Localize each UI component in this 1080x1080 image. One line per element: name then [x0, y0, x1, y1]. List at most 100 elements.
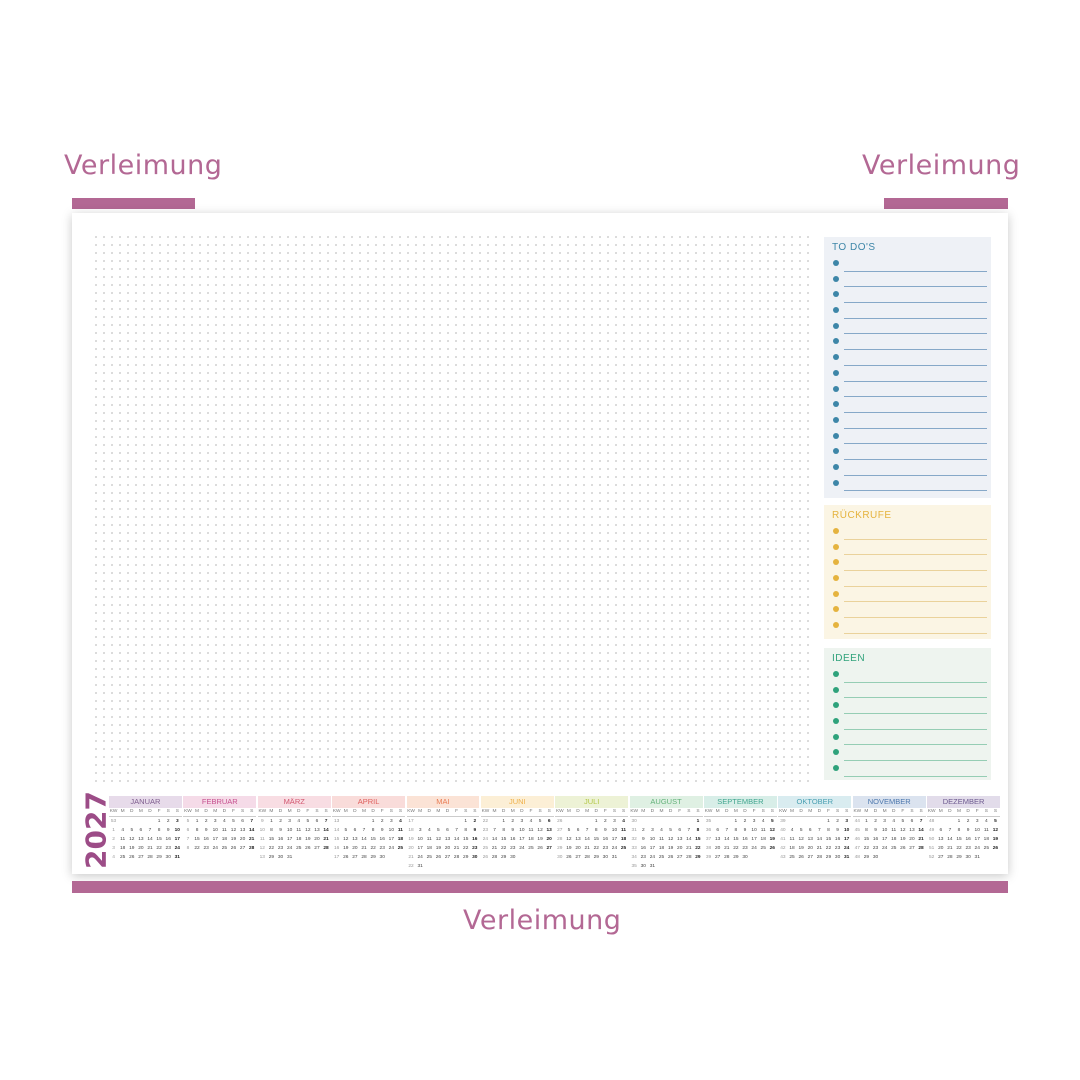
day-cell-sunday: 24 [844, 846, 850, 851]
weekday-label: M [882, 809, 887, 814]
weekday-label: S [919, 809, 923, 814]
day-cell-sunday: 19 [992, 837, 999, 842]
day-cell: 11 [120, 837, 126, 842]
week-row: 34 23 24 25 26 27 28 29 [630, 853, 703, 862]
day-cell-sunday: 10 [174, 828, 180, 833]
side-print-code [994, 573, 1000, 783]
week-number: 37 [705, 837, 712, 842]
weekday-label: F [975, 809, 979, 814]
day-cell: 3 [520, 819, 524, 824]
day-cell: 14 [491, 837, 498, 842]
day-cell: 9 [166, 828, 170, 833]
day-cell: 9 [836, 828, 839, 833]
day-cell: 20 [909, 837, 915, 842]
bullet-dot [833, 622, 839, 629]
day-cell: 1 [594, 819, 598, 824]
week-number: 32 [631, 837, 637, 842]
weekday-label: D [371, 809, 375, 814]
day-cell [425, 862, 434, 871]
week-number: 8 [186, 846, 190, 851]
weekday-label: S [993, 809, 998, 814]
day-cell: 24 [881, 846, 888, 851]
day-cell-sunday: 28 [323, 846, 329, 851]
day-cell: 17 [881, 837, 888, 842]
weekday-label: S [398, 809, 403, 814]
weekday-label: S [547, 809, 551, 814]
week-row: 19 10 11 12 13 14 15 16 [407, 835, 480, 844]
weekday-label: F [529, 809, 533, 814]
day-cell: 22 [370, 846, 376, 851]
day-cell [666, 817, 675, 826]
week-number: 47 [854, 846, 860, 851]
glue-label-bottom: Verleimung [463, 905, 622, 936]
day-cell: 26 [900, 846, 906, 851]
week-number: 29 [557, 846, 563, 851]
panel-line [832, 272, 987, 288]
day-cell: 28 [584, 855, 590, 860]
week-number: 39 [705, 855, 712, 860]
day-cell: 3 [975, 819, 979, 824]
week-number: 26 [482, 855, 489, 860]
panel-line [832, 319, 987, 335]
day-cell: 7 [818, 828, 821, 833]
day-cell-sunday: 4 [622, 819, 625, 824]
weekday-label: KW [184, 809, 192, 814]
day-cell: 21 [147, 846, 153, 851]
day-cell-sunday [322, 853, 331, 862]
day-cell-sunday: 30 [472, 855, 478, 860]
day-cell: 23 [379, 846, 385, 851]
day-cell-sunday: 14 [323, 828, 329, 833]
day-cell [452, 817, 461, 826]
day-cell: 26 [129, 855, 135, 860]
day-cell: 30 [510, 855, 516, 860]
weekday-label: KW [407, 809, 415, 814]
day-cell: 28 [361, 855, 367, 860]
day-cell: 29 [463, 855, 469, 860]
writing-line [844, 474, 987, 476]
week-number: 13 [259, 855, 265, 860]
day-cell: 4 [892, 819, 896, 824]
day-cell: 23 [165, 846, 171, 851]
day-cell [666, 862, 675, 871]
day-cell: 29 [593, 855, 599, 860]
bullet-dot [833, 463, 839, 470]
week-number: 28 [557, 837, 563, 842]
day-cell: 26 [537, 846, 543, 851]
day-cell: 7 [948, 828, 952, 833]
day-cell: 16 [965, 837, 971, 842]
day-cell: 18 [891, 837, 897, 842]
writing-line [844, 411, 987, 413]
week-number: 46 [854, 837, 860, 842]
day-cell: 20 [352, 846, 358, 851]
bullet-dot [833, 291, 839, 298]
day-cell-sunday: 23 [472, 846, 478, 851]
ideas-panel: IDEEN [824, 648, 991, 780]
weekday-header: KW M D M D F S S [927, 808, 1000, 817]
day-cell: 7 [493, 828, 496, 833]
week-number: 43 [780, 855, 786, 860]
day-cell: 30 [640, 864, 646, 869]
day-cell: 7 [148, 828, 152, 833]
day-cell: 8 [594, 828, 598, 833]
day-cell: 2 [836, 819, 839, 824]
day-cell: 16 [277, 837, 284, 842]
day-cell: 18 [789, 846, 795, 851]
week-row: 24 14 15 16 17 18 19 20 [481, 835, 554, 844]
day-cell: 25 [891, 846, 897, 851]
weekday-label: S [389, 809, 393, 814]
day-cell [387, 853, 396, 862]
day-cell: 18 [983, 837, 989, 842]
day-cell: 16 [203, 837, 209, 842]
day-cell: 14 [361, 837, 367, 842]
day-cell: 27 [807, 855, 813, 860]
day-cell-sunday: 16 [472, 837, 478, 842]
weekday-header: KW M D M D F S S [480, 808, 554, 817]
panel-line [832, 587, 987, 603]
day-cell [898, 853, 907, 862]
day-cell: 28 [816, 855, 823, 860]
week-row: 10 8 9 10 11 12 13 14 [258, 826, 331, 835]
day-cell: 6 [910, 819, 914, 824]
day-cell: 8 [195, 828, 199, 833]
day-cell: 15 [370, 837, 376, 842]
